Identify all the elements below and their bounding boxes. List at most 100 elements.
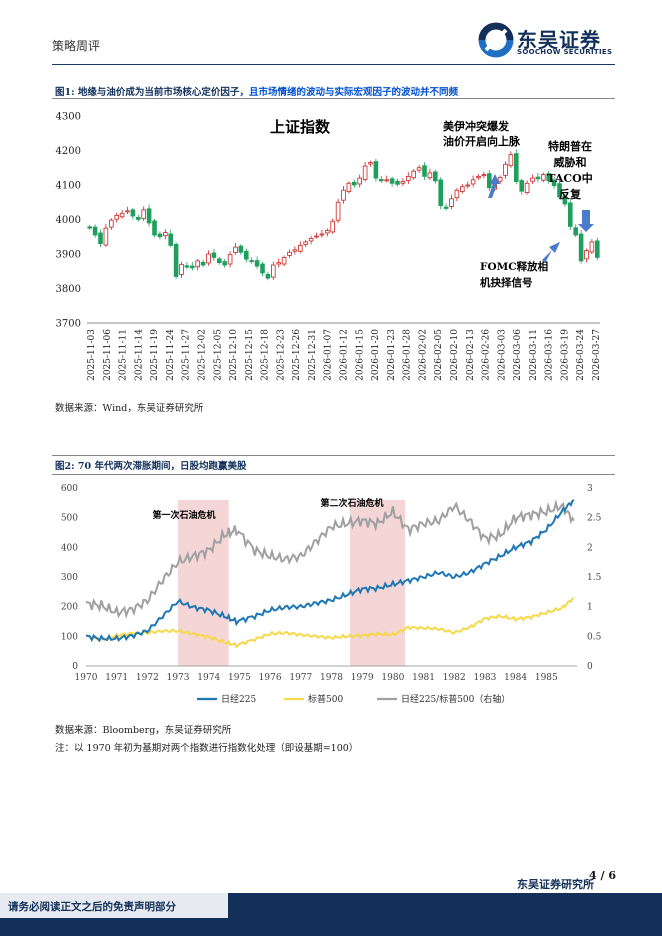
candle-body: [551, 179, 557, 187]
candle-body: [460, 186, 465, 192]
x-tick-label: 2026-01-23: [387, 329, 397, 381]
candle-body: [136, 217, 141, 220]
header-rule: [52, 64, 615, 65]
candle-body: [98, 232, 103, 245]
candle-body: [422, 165, 427, 177]
candle-body: [125, 210, 130, 213]
candle-body: [465, 184, 470, 187]
candle-body: [163, 232, 168, 237]
x-tick-label: 2026-01-28: [403, 329, 413, 381]
candle-body: [200, 261, 206, 266]
x-tick-label: 1985: [535, 673, 558, 683]
y-tick-label: 3700: [56, 319, 81, 330]
x-tick-label: 2026-02-10: [450, 329, 460, 381]
candle-body: [103, 227, 109, 246]
x-tick-label: 2025-12-10: [229, 329, 239, 381]
x-tick-label: 1973: [167, 673, 190, 683]
candle-body: [578, 233, 584, 262]
candle-body: [287, 251, 292, 256]
candle-body: [357, 177, 362, 185]
y-left-tick-label: 600: [61, 484, 78, 494]
x-tick-label: 2025-12-31: [308, 329, 318, 381]
candle-body: [433, 171, 438, 182]
candle-body: [195, 260, 200, 268]
candle-body: [514, 153, 519, 182]
y-right-tick-label: 0: [587, 662, 593, 672]
x-tick-label: 1978: [320, 673, 343, 683]
candle-body: [589, 241, 595, 253]
x-tick-label: 1974: [197, 673, 220, 683]
band2-label: 第二次石油危机: [320, 497, 383, 509]
candle-body: [584, 250, 589, 260]
y-right-tick-label: 0.5: [587, 632, 602, 642]
x-tick-label: 2025-11-27: [182, 329, 192, 381]
candle-body: [271, 264, 276, 278]
annotation-trump-line1: 特朗普在: [548, 139, 592, 153]
series-line-ratio: [85, 499, 575, 619]
candle-body: [130, 209, 136, 217]
y-right-tick-label: 1: [587, 603, 593, 613]
x-tick-label: 2026-03-11: [529, 329, 539, 381]
y-right-tick-label: 2.5: [587, 514, 602, 524]
candle-body: [454, 189, 460, 199]
x-tick-label: 2026-02-02: [418, 329, 428, 381]
candle-body: [87, 226, 92, 229]
x-tick-label: 2025-12-02: [197, 329, 207, 381]
band1-label: 第一次石油危机: [152, 509, 215, 521]
y-tick-label: 4200: [56, 146, 81, 157]
annotation-us-iran-line1: 美伊冲突爆发: [443, 119, 510, 133]
candle-body: [487, 173, 492, 189]
annotation-trump-line3: TACO中: [547, 171, 592, 185]
x-tick-label: 2025-12-05: [213, 329, 223, 381]
candle-body: [470, 179, 476, 185]
candle-body: [244, 250, 249, 260]
footer-org: 东吴证券研究所: [517, 878, 594, 891]
candle-body: [114, 214, 119, 220]
x-tick-label: 2025-11-24: [166, 329, 176, 381]
x-tick-label: 1971: [105, 673, 128, 683]
figure1-title-main: 图1: 地缘与油价成为当前市场核心定价因子: [55, 87, 240, 98]
nikkei-vs-sp500-line-chart: 0 100 200 300 400 500 600 0 0.5 1 1.5 2 2.5 3 1970 1971…: [61, 484, 602, 705]
candle-body: [254, 260, 260, 267]
candle-body: [395, 180, 400, 185]
y-tick-label: 3800: [56, 284, 81, 295]
candle-body: [314, 235, 319, 238]
x-tick-label: 2026-01-20: [371, 329, 381, 381]
candle-body: [557, 183, 562, 198]
footer-disclaimer: 请务必阅读正文之后的免责声明部分: [8, 901, 176, 913]
x-tick-label: 2026-02-05: [434, 329, 444, 381]
legend-label: 日经225/标普500（右轴）: [401, 693, 510, 705]
candle-body: [335, 201, 341, 221]
candle-body: [319, 233, 325, 236]
candle-body: [568, 202, 573, 227]
candle-body: [217, 258, 222, 264]
candle-body: [541, 174, 546, 181]
x-tick-label: 1979: [351, 673, 374, 683]
candle-body: [206, 253, 211, 264]
candle-body: [476, 175, 481, 179]
brand-name-cn: 东吴证券: [517, 28, 601, 52]
candle-body: [260, 263, 265, 274]
x-tick-label: 2025-12-26: [292, 329, 302, 381]
candle-body: [298, 244, 303, 252]
x-tick-label: 2025-11-06: [103, 329, 113, 381]
x-tick-label: 2025-11-14: [134, 329, 144, 381]
candle-body: [330, 220, 335, 233]
candle-body: [325, 230, 330, 234]
candle-body: [573, 227, 578, 236]
x-tick-label: 1972: [136, 673, 159, 683]
candle-body: [276, 262, 281, 265]
candle-body: [179, 263, 184, 275]
y-tick-label: 4300: [56, 112, 81, 123]
x-tick-label: 2026-03-16: [545, 329, 555, 381]
figure1-title-rule: [52, 98, 615, 99]
candle-body: [157, 233, 163, 238]
y-tick-label: 3900: [56, 250, 81, 261]
candle-body: [530, 177, 535, 182]
x-tick-label: 2025-11-11: [119, 329, 129, 381]
x-tick-label: 2026-01-15: [355, 329, 365, 381]
figure2-title: 图2: 70 年代两次滞胀期间，日股均跑赢美股: [55, 461, 247, 472]
candle-body: [249, 260, 254, 262]
page-number: 4 / 6: [589, 869, 616, 882]
y-left-tick-label: 400: [61, 543, 78, 553]
